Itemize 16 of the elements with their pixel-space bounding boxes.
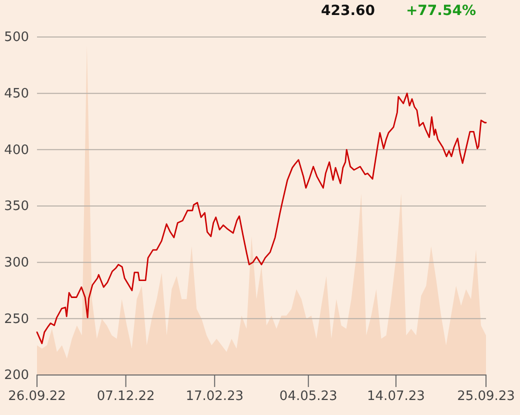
x-tick-label: 14.07.23: [367, 389, 425, 404]
x-tick-label: 17.02.23: [186, 389, 244, 404]
line-series: [36, 92, 487, 344]
text: +77.54%: [406, 3, 476, 19]
y-tick-label: 450: [4, 86, 29, 102]
y-tick-label: 500: [4, 30, 29, 46]
text: 423.60: [320, 3, 376, 19]
x-tick-label: 04.05.23: [279, 389, 338, 404]
x-tick-label: 25.09.23: [457, 389, 515, 404]
y-tick-label: 200: [4, 368, 29, 384]
x-tick-label: 07.12.22: [96, 389, 155, 404]
x-tick-label: 26.09.22: [8, 389, 66, 404]
y-tick-label: 250: [4, 312, 29, 327]
y-tick-label: 400: [4, 142, 29, 158]
y-tick-label: 300: [4, 255, 29, 270]
y-tick-label: 350: [4, 199, 29, 214]
